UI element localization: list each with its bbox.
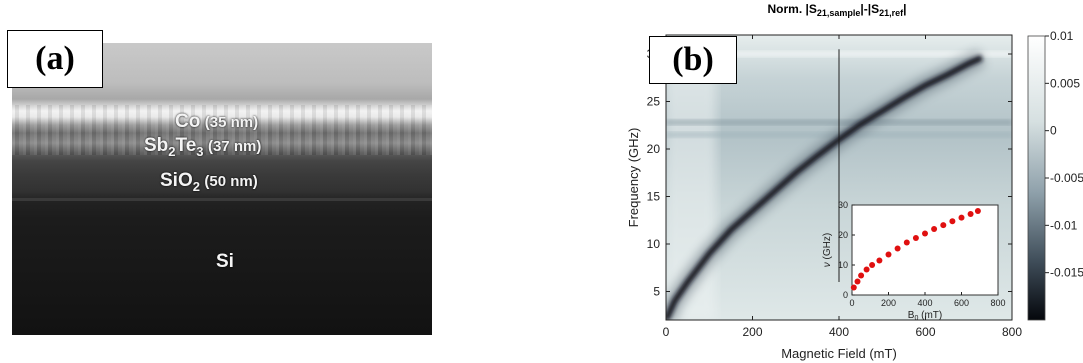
inset-y-tick-label: 20 — [838, 230, 848, 240]
resonance-curve — [666, 55, 983, 320]
layer-label-co: Co (35 nm) — [175, 111, 259, 132]
colorbar-tick-label: 0.01 — [1050, 29, 1074, 43]
layer-label-sb2te3: Sb2Te3 (37 nm) — [144, 135, 262, 159]
inset-data-point — [858, 272, 865, 279]
colorbar-tick-label: 0 — [1050, 124, 1057, 138]
inset-plot — [851, 204, 999, 296]
colorbar-tick-label: 0.005 — [1050, 76, 1080, 90]
heatmap-x-label: Magnetic Field (mT) — [781, 346, 897, 361]
inset-data-point — [967, 211, 974, 217]
inset-data-point — [876, 257, 883, 264]
colorbar-ticks: 0.01 0.005 0 -0.005 -0.01 -0.015 — [1045, 29, 1083, 280]
inset-data-point — [931, 226, 938, 232]
inset-data-points — [850, 208, 981, 291]
inset-data-point — [894, 245, 901, 252]
inset-data-point — [922, 230, 928, 237]
heatmap-x-tick-label: 400 — [829, 325, 849, 339]
panel-b-tag: (b) — [649, 36, 737, 84]
inset-data-point — [940, 222, 947, 229]
inset-y-tick-label: 10 — [838, 260, 848, 270]
inset-y-tick-label: 30 — [838, 200, 848, 210]
heatmap-y-tick-label: 25 — [647, 95, 661, 109]
heatmap-y-tick-label: 20 — [647, 142, 661, 156]
inset-y-label: ν (GHz) — [822, 233, 833, 267]
heatmap-y-tick-label: 10 — [647, 237, 661, 251]
inset-axes: 0 200 400 600 800 0 10 20 30 — [838, 200, 1006, 308]
heatmap-x-tick-label: 200 — [742, 325, 762, 339]
colorbar — [1027, 35, 1046, 321]
sem-oxide-edge — [12, 198, 432, 201]
layer-label-sio2: SiO2 (50 nm) — [160, 170, 258, 194]
inset-x-tick-label: 400 — [917, 298, 932, 308]
inset-data-point — [903, 239, 910, 246]
inset-data-point — [869, 262, 876, 268]
heatmap-x-tick-label: 600 — [915, 325, 935, 339]
inset-data-point — [885, 251, 892, 258]
inset-data-point — [850, 284, 857, 291]
colorbar-tick-label: -0.015 — [1050, 266, 1083, 280]
heatmap-y-label: Frequency (GHz) — [626, 128, 641, 228]
colorbar-tick-label: -0.01 — [1050, 218, 1078, 232]
inset-x-tick-label: 800 — [990, 298, 1005, 308]
heatmap-x-tick-label: 800 — [1002, 325, 1022, 339]
inset-data-point — [863, 266, 870, 273]
layer-label-si: Si — [216, 251, 234, 272]
inset-data-point — [854, 278, 861, 285]
colorbar-tick-label: -0.005 — [1050, 171, 1083, 185]
inset-x-tick-label: 200 — [881, 298, 896, 308]
inset-data-point — [949, 218, 956, 225]
inset-x-label: B0 (mT) — [908, 310, 942, 322]
inset-x-tick-label: 600 — [954, 298, 969, 308]
sem-cross-section-image: Co (35 nm) Sb2Te3 (37 nm) SiO2 (50 nm) S… — [12, 43, 432, 335]
heatmap-x-tick-label: 0 — [663, 325, 670, 339]
inset-data-point — [974, 208, 981, 214]
inset-x-tick-label: 0 — [849, 298, 854, 308]
inset-data-point — [912, 235, 919, 241]
sem-grain-texture — [12, 105, 432, 155]
heatmap-title: Norm. |S21,sample|-|S21,ref| — [767, 2, 906, 18]
heatmap-y-tick-label: 15 — [647, 190, 661, 204]
panel-a-tag: (a) — [7, 30, 103, 88]
inset-data-point — [958, 214, 965, 221]
inset-y-tick-label: 0 — [843, 290, 848, 300]
heatmap-y-tick-label: 5 — [653, 285, 660, 299]
